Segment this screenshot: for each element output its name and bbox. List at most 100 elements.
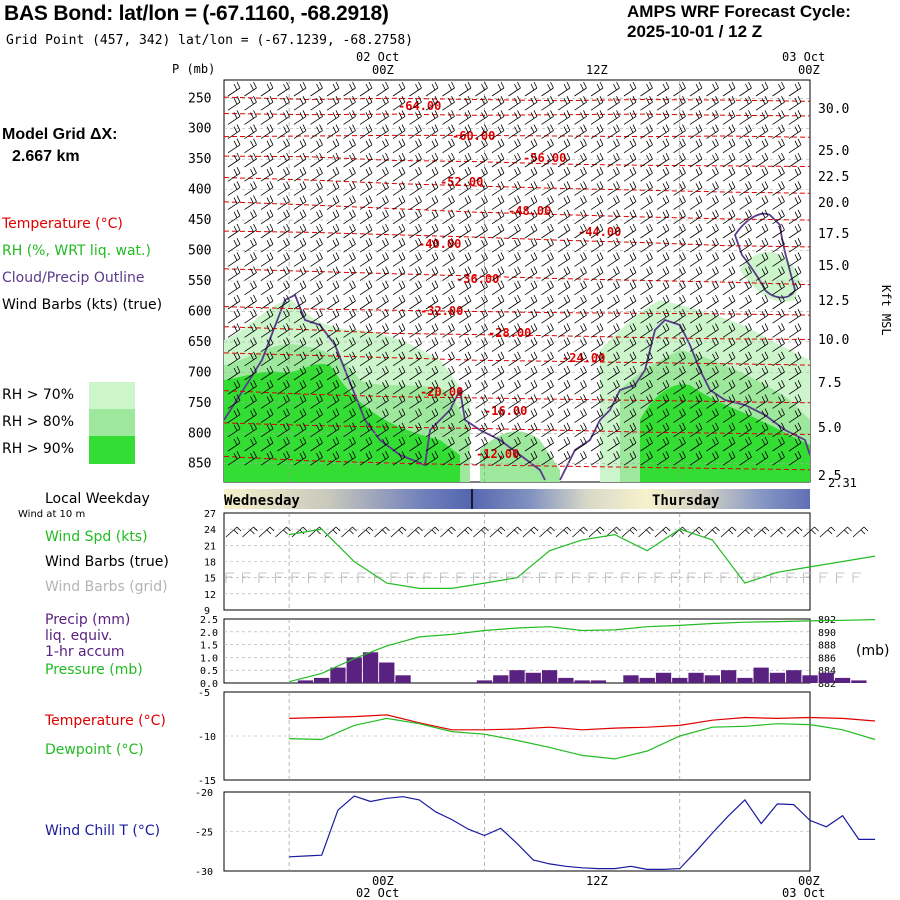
wind-barb (359, 96, 373, 111)
wind-barb-stroke (260, 209, 274, 225)
wind-barb-stroke (557, 167, 571, 182)
wind-barb (392, 380, 406, 395)
wind-barb (673, 451, 686, 466)
wind-barb (491, 252, 505, 267)
wind-barb-stroke (376, 280, 389, 296)
wind-barb-stroke (326, 266, 340, 281)
wind-barb (590, 238, 604, 253)
wind-barb-stroke (673, 323, 686, 338)
wind-barb (739, 181, 752, 196)
wind-barb-stroke (739, 266, 752, 281)
wind-barb-stroke (326, 309, 340, 324)
wind-barb (458, 238, 472, 253)
wind-barb-stroke (277, 209, 290, 225)
wind-barb (458, 394, 472, 409)
wind-barb-stroke (706, 365, 719, 381)
wind-barb (343, 280, 356, 296)
wind-barb (359, 309, 373, 324)
top-date-right: 03 Oct (782, 50, 826, 64)
wind-barb-stroke (475, 252, 488, 267)
wind-barb-stroke (656, 195, 670, 210)
surface-wind-barb-grid (704, 572, 713, 583)
wind-barb-stroke (706, 81, 719, 97)
wind-barb-stroke (260, 451, 274, 466)
precip-bar (818, 672, 834, 683)
wind-barb-stroke (227, 223, 241, 239)
wind-barb (755, 195, 769, 210)
surface-wind-barb-grid (341, 572, 350, 583)
wind-barb-stroke (788, 152, 802, 168)
wind-barb-stroke (343, 223, 356, 239)
wind-barb-stroke (458, 181, 472, 196)
wind-barb (244, 380, 257, 395)
wind-barb-stroke (357, 526, 374, 538)
height-tick-label: 20.0 (818, 196, 849, 211)
wind-barb-stroke (442, 138, 455, 154)
wind-barb (475, 152, 488, 168)
wind-barb-stroke (508, 436, 521, 452)
precip-tick-label: 1.5 (200, 641, 218, 652)
wind-barb (260, 96, 274, 111)
wind-barb-stroke (310, 408, 323, 423)
cloud-outline-upper (734, 212, 796, 299)
wind-barb-stroke (541, 436, 554, 452)
wind-barb (244, 167, 257, 182)
wind-barb (524, 294, 538, 310)
wind-barb-stroke (772, 96, 785, 111)
wind-barb-stroke (293, 223, 307, 239)
wind-barb-stroke (260, 195, 274, 210)
wind-barb (359, 152, 373, 168)
wind-barb (557, 451, 571, 466)
wind-barb (475, 422, 488, 438)
wind-barb-stroke (656, 408, 670, 423)
wind-barb (475, 309, 488, 324)
wind-barb (392, 337, 406, 352)
legend-wind-barbs: Wind Barbs (kts) (true) (2, 297, 163, 313)
wind-barb (359, 252, 373, 267)
wind-barb (392, 294, 406, 310)
wind-barb-stroke (244, 408, 257, 423)
wind-barb-stroke (275, 572, 284, 583)
wind-barb (755, 110, 769, 125)
wind-barb (524, 124, 538, 139)
wind-barb-stroke (673, 280, 686, 296)
wind-barb-stroke (343, 451, 356, 466)
wind-barb-stroke (755, 223, 769, 239)
wind-barb-stroke (689, 209, 703, 225)
wind-barb-stroke (590, 252, 604, 267)
wind-barb-stroke (607, 81, 620, 97)
wind-barb-stroke (475, 365, 488, 381)
wind-barb-stroke (442, 209, 455, 225)
surface-wind-barb-true (539, 526, 555, 538)
wind-barb-stroke (508, 380, 521, 395)
wind-barb (392, 138, 406, 154)
wind-barb-stroke (819, 526, 836, 538)
wind-barb-stroke (755, 152, 769, 168)
surface-wind-barb-grid (852, 572, 861, 583)
wind-barb (326, 280, 340, 296)
wind-barb (376, 408, 389, 423)
wind-barb (689, 167, 703, 182)
wind-barb-stroke (689, 181, 703, 196)
wind-barb-stroke (574, 223, 587, 239)
wind-barb (739, 280, 752, 296)
wind-barb (343, 394, 356, 409)
wind-barb (310, 337, 323, 352)
wind-barb (508, 110, 521, 125)
wind-barb-stroke (590, 152, 604, 168)
wind-barb (425, 223, 439, 239)
wind-barb-stroke (376, 351, 389, 367)
wind-barb (574, 365, 587, 381)
wind-barb (706, 209, 719, 225)
wind-barb (508, 436, 521, 452)
wind-barb (689, 124, 703, 139)
wind-barb (491, 451, 505, 466)
chill-tick-label: -20 (195, 788, 213, 799)
wind-barb-stroke (425, 252, 439, 267)
wind-barb (557, 223, 571, 239)
wind-barb (425, 337, 439, 352)
wind-barb-stroke (524, 337, 538, 352)
wind-barb-stroke (524, 394, 538, 409)
wind-barb (326, 365, 340, 381)
wind-barb-stroke (673, 309, 686, 324)
